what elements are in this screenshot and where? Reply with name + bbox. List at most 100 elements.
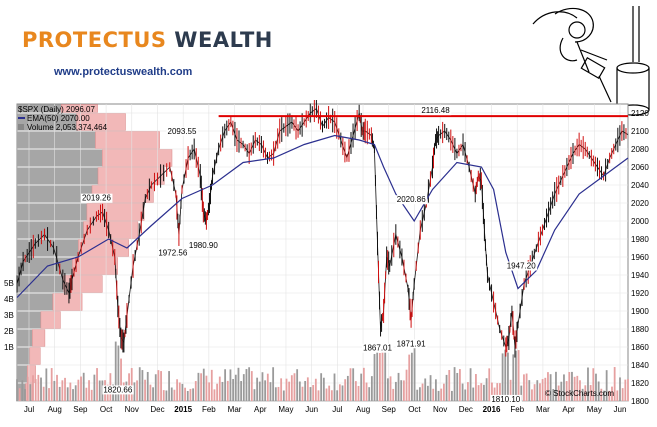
volume-bar — [499, 383, 501, 401]
volume-bar — [288, 381, 291, 401]
brand-part1: PROTECTUS — [22, 28, 167, 52]
volume-bar — [541, 379, 544, 401]
y-tick-label: 1860 — [631, 343, 649, 352]
y-tick-label: 1920 — [631, 289, 649, 298]
volume-bar — [589, 385, 592, 401]
annotation-background — [157, 248, 189, 258]
volume-bar — [61, 380, 64, 401]
volume-bar — [173, 389, 176, 401]
volume-bar — [322, 377, 325, 401]
volume-bar — [138, 367, 141, 401]
volume-bar — [200, 373, 203, 401]
volume-bar — [285, 378, 288, 401]
annotation-text: 1810.10 — [491, 395, 520, 404]
volume-bar — [130, 368, 133, 401]
volume-bar — [477, 385, 480, 401]
volume-bar — [224, 369, 227, 401]
volume-bar — [226, 380, 229, 401]
volume-tick-label: 4B — [4, 295, 14, 304]
volume-bar — [232, 379, 235, 401]
volume-bar — [306, 377, 309, 401]
volume-bar — [619, 377, 621, 401]
volume-bar — [496, 383, 499, 401]
x-tick-label: Feb — [202, 405, 216, 414]
volume-bar — [405, 369, 408, 401]
annotation-label: 2019.26 — [80, 193, 113, 203]
volume-bar — [434, 379, 437, 401]
y-tick-label: 1940 — [631, 271, 649, 280]
volume-bar — [557, 385, 560, 401]
volume-bar — [298, 381, 301, 401]
volume-by-price-bar-down — [17, 203, 87, 221]
volume-bar — [456, 372, 459, 401]
annotation-text: 1871.91 — [397, 339, 426, 348]
volume-bar — [202, 368, 205, 401]
volume-bar — [360, 373, 363, 401]
volume-bar — [234, 374, 237, 401]
volume-bar — [440, 388, 443, 401]
volume-bar — [221, 381, 224, 401]
annotation-background — [362, 343, 394, 353]
annotation-label: 2116.48 — [420, 106, 452, 116]
volume-bar — [613, 367, 616, 401]
volume-bar — [581, 388, 584, 401]
volume-bar — [216, 383, 219, 401]
volume-bar — [253, 389, 256, 401]
volume-bar — [328, 385, 331, 401]
volume-bar — [584, 385, 587, 401]
volume-by-price-bar-up — [102, 149, 173, 167]
volume-bar — [560, 381, 563, 401]
volume-bar — [475, 374, 477, 401]
volume-bar — [504, 349, 507, 401]
volume-bar — [176, 379, 178, 401]
annotation-label: 1871.91 — [395, 339, 428, 349]
y-tick-label: 1840 — [631, 361, 649, 370]
volume-bar — [170, 387, 173, 401]
volume-tick-label: 2B — [4, 327, 14, 336]
x-tick-label: Apr — [254, 405, 267, 414]
volume-bar — [24, 389, 26, 401]
volume-bar — [293, 373, 296, 401]
brand-part2: WEALTH — [166, 28, 273, 52]
annotation-background — [490, 394, 522, 404]
volume-bar — [114, 341, 117, 401]
volume-bar — [304, 380, 307, 401]
volume-bar — [512, 354, 515, 401]
volume-bar — [162, 390, 165, 401]
volume-by-price-bar-up — [86, 203, 145, 221]
y-tick-label: 2020 — [631, 199, 649, 208]
volume-bar — [250, 371, 253, 401]
volume-bar — [64, 377, 66, 401]
volume-bar — [181, 383, 184, 401]
annotation-text: 2019.26 — [82, 194, 111, 203]
volume-bar — [168, 371, 170, 401]
annotation-text: 1947.20 — [507, 262, 536, 271]
annotation-text: 1972.56 — [158, 249, 187, 258]
x-tick-label: Jun — [305, 405, 318, 414]
volume-bar — [312, 384, 315, 401]
volume-bar — [197, 372, 200, 401]
x-tick-label: 2016 — [483, 405, 501, 414]
volume-bar — [218, 376, 221, 401]
volume-bar — [571, 371, 573, 401]
volume-bar — [213, 389, 216, 401]
volume-by-price-bar-down — [17, 383, 26, 401]
volume-bar — [368, 387, 371, 401]
volume-by-price-bar-up — [76, 113, 126, 131]
volume-bar — [587, 367, 589, 401]
volume-bar — [448, 370, 451, 401]
volume-bar — [501, 353, 504, 401]
volume-bar — [248, 367, 251, 401]
volume-bar — [16, 379, 18, 401]
volume-bar — [317, 390, 320, 401]
volume-bar — [296, 369, 299, 401]
volume-axis-ticks: 5B 4B 3B 2B 1B — [4, 279, 14, 352]
volume-bar — [336, 390, 339, 401]
volume-bar — [515, 350, 517, 401]
website-url[interactable]: www.protectuswealth.com — [54, 66, 193, 78]
x-tick-label: Aug — [48, 405, 62, 414]
volume-bar — [34, 379, 37, 401]
volume-bar — [141, 370, 144, 401]
volume-bar — [362, 367, 365, 401]
volume-bar — [88, 380, 90, 401]
